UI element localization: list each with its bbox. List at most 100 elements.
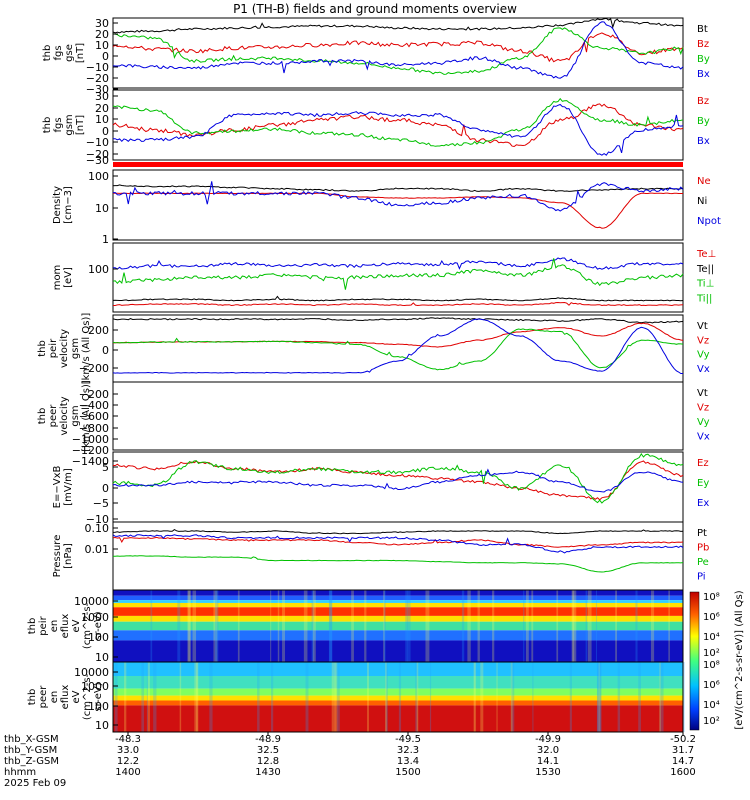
spectrogram-stripe [277,590,280,662]
legend-label: Npot [697,216,721,227]
y-tick-label: −400 [79,399,109,412]
spectrogram-stripe [635,590,638,662]
colorbar-gradient [689,591,700,731]
x-tick-value: 32.5 [257,745,279,756]
spectrogram-stripe [215,590,219,662]
y-tick-label: −1200 [72,444,109,457]
spectrogram-band [113,695,683,701]
spectrogram-stripe [461,590,465,662]
y-tick-label: −10 [86,61,109,74]
spectrogram-stripe [480,662,484,732]
series-line-By [112,97,684,147]
legend-label: Te⊥ [696,249,716,260]
series-line-Ey [112,452,684,504]
legend-label: Bx [697,69,710,80]
y-axis-label-line: gse [64,44,75,62]
series-line-Bx [112,21,684,79]
y-tick-label: −20 [86,72,109,85]
spectrogram-stripe [124,662,127,732]
spectrogram-stripe [467,590,471,662]
panel-density: 100 10 1 Density [cm−3] Ne Ni Npot [52,169,721,246]
x-row-label: thb_X-GSM [4,734,59,745]
spectrogram-stripe [383,590,386,662]
legend-label: Pi [697,572,706,583]
spectrogram-stripe [177,590,181,662]
series-line-Pi [112,534,684,554]
y-axis-label-line: E=−VxB [52,466,63,509]
spectrogram-stripe [367,662,369,732]
y-axis-label-line: gsm [70,405,81,426]
spectrogram-stripe [531,590,534,662]
legend-label: Bt [697,24,708,35]
series-line-Ne [113,192,683,229]
spectrogram-stripe [270,590,272,662]
spectrogram-stripe [147,662,150,732]
y-axis-label-line: [cm−3] [63,186,74,224]
colorbar-tick: 10⁴ [703,700,720,711]
series-line-Bz [112,32,684,63]
spectrogram-band [113,640,683,662]
y-tick-label: 10 [95,113,109,126]
y-axis-label-line: mom [52,265,63,291]
series-line-Ti|| [112,258,684,290]
x-tick-value: -48.3 [115,734,141,745]
y-axis-label-line: gsm [70,338,81,359]
spectrogram-stripe [384,662,388,732]
legend-label: By [697,116,710,127]
spectrogram-stripe [114,662,118,732]
flag-bar [113,162,683,167]
spectrogram-stripe [473,662,475,732]
y-tick-label: −200 [79,388,109,401]
spectrogram-stripe [496,662,498,732]
y-tick-label: −30 [86,154,109,167]
spectrogram-stripe [571,590,575,662]
spectrogram-stripe [429,662,432,732]
spectrogram-stripe [474,662,477,732]
spectrogram-stripe [659,662,662,732]
spectrogram-band [113,700,683,706]
y-axis-label: thb peer en eflux eV (cm^2-s-sr-eV) [27,673,104,720]
legend-label: Pt [697,528,707,539]
spectrogram-stripe [595,590,598,662]
spectrogram-stripe [398,662,402,732]
y-tick-label: 20 [95,28,109,41]
x-row-label: 2025 Feb 09 [4,778,66,789]
panel-frame [112,89,684,161]
panel-frame [112,242,684,313]
y-tick-label: 1 [102,233,109,246]
colorbar-tick: 10⁶ [703,680,720,691]
y-axis-label: E=−VxB [mV/m] [52,466,74,509]
spectrogram-band [113,600,683,603]
spectrogram-stripe [271,662,274,732]
x-tick-value: -50.2 [670,734,696,745]
legend-label: Ti|| [696,293,712,304]
legend-label: Ni [697,196,707,207]
y-tick-label: 30 [95,17,109,30]
y-tick-label: −800 [79,422,109,435]
y-axis-label: Density [cm−3] [52,186,74,224]
spectrogram-stripe [659,662,664,732]
legend-label: Vz [697,335,709,346]
y-tick-label: 100 [88,263,109,276]
spectrogram-stripe [187,590,190,662]
legend-label: Te|| [696,264,714,275]
spectrogram-stripe [415,662,418,732]
y-axis-label-line: sr-eV) [93,611,104,640]
panel-pressure: 0.10 0.01 Pressure [nPa] Pt Pb Pe Pi [52,521,709,591]
y-tick-label: 10000 [74,595,109,608]
spectrogram-stripe [523,590,525,662]
spectrogram-stripe [405,590,408,662]
spectrogram-band [113,590,683,596]
y-axis-label-line: [km/s (All Qs)] [81,313,92,385]
y-axis-label-line: sr-eV) [93,682,104,711]
y-tick-label: −5 [93,497,109,510]
y-axis-label-line: thb [37,340,48,357]
spectrogram-stripe [351,590,354,662]
x-row-label: hhmm [4,767,36,778]
y-tick-label: 1000 [81,611,109,624]
series-line-Ni [112,184,684,192]
y-axis-label-line: en [49,691,60,704]
